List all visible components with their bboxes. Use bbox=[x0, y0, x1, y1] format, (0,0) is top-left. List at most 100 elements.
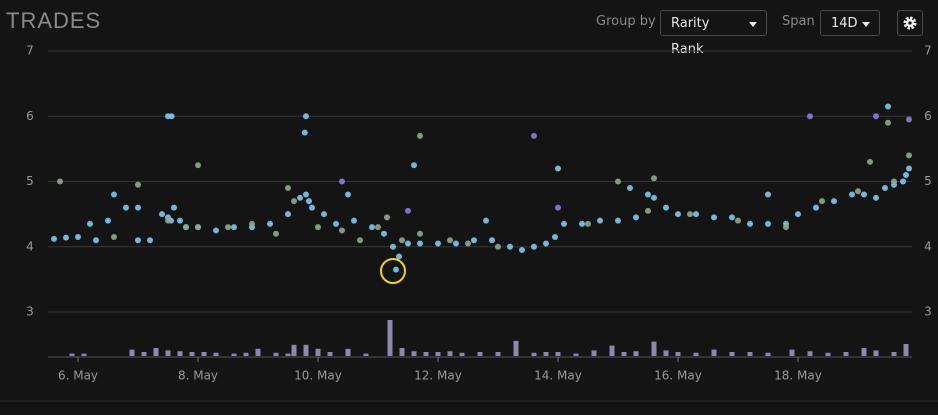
trade-point bbox=[231, 224, 237, 231]
trade-point bbox=[393, 266, 399, 273]
trade-point bbox=[495, 243, 501, 250]
group-by-dropdown[interactable]: Rarity Rank bbox=[660, 10, 767, 57]
trade-point bbox=[57, 178, 63, 185]
x-tick-label: 10. May bbox=[294, 369, 342, 383]
volume-bar bbox=[591, 350, 597, 356]
volume-bar bbox=[663, 350, 669, 356]
trade-point bbox=[351, 217, 357, 224]
x-tick-label: 6. May bbox=[58, 369, 98, 383]
volume-bar bbox=[447, 351, 453, 356]
trade-point bbox=[63, 234, 69, 241]
span-label: Span bbox=[782, 14, 815, 29]
volume-bar bbox=[153, 348, 159, 356]
trade-point bbox=[183, 224, 189, 231]
trade-point bbox=[651, 175, 657, 182]
volume-bar bbox=[315, 348, 321, 356]
volume-bar bbox=[399, 348, 405, 356]
volume-bar bbox=[303, 344, 309, 356]
y-tick-label-right: 3 bbox=[924, 305, 932, 319]
volume-bar bbox=[177, 351, 183, 356]
trade-point bbox=[861, 191, 867, 198]
trade-point bbox=[747, 220, 753, 227]
y-tick-label-right: 6 bbox=[924, 109, 932, 123]
highlight-circle bbox=[380, 258, 406, 284]
volume-bar bbox=[729, 352, 735, 356]
volume-bar bbox=[765, 352, 771, 356]
volume-bar bbox=[285, 353, 291, 356]
trade-point bbox=[882, 185, 888, 192]
trade-point bbox=[543, 240, 549, 247]
trade-point bbox=[195, 224, 201, 231]
trade-point bbox=[213, 227, 219, 234]
trade-point bbox=[849, 191, 855, 198]
trade-point bbox=[195, 162, 201, 169]
volume-bar bbox=[675, 352, 681, 356]
trade-point bbox=[885, 119, 891, 126]
trade-point bbox=[507, 243, 513, 250]
volume-bar bbox=[189, 352, 195, 356]
trade-point bbox=[309, 204, 315, 211]
volume-bar bbox=[213, 352, 219, 356]
y-tick-label: 7 bbox=[26, 44, 34, 58]
y-tick-label-right: 7 bbox=[924, 44, 932, 58]
trade-point bbox=[369, 224, 375, 231]
trade-point bbox=[906, 116, 912, 123]
trade-point bbox=[885, 103, 891, 110]
trade-point bbox=[651, 194, 657, 201]
trade-point bbox=[285, 185, 291, 192]
volume-bar bbox=[495, 352, 501, 356]
trade-point bbox=[357, 237, 363, 244]
trade-point bbox=[555, 204, 561, 211]
x-tick-label: 14. May bbox=[534, 369, 582, 383]
trade-point bbox=[375, 224, 381, 231]
trade-point bbox=[135, 237, 141, 244]
trade-point bbox=[585, 220, 591, 227]
trade-point bbox=[135, 204, 141, 211]
trade-point bbox=[906, 152, 912, 159]
volume-bar bbox=[165, 350, 171, 356]
trade-point bbox=[531, 243, 537, 250]
trade-point bbox=[390, 243, 396, 250]
trade-point bbox=[561, 220, 567, 227]
trade-point bbox=[813, 204, 819, 211]
volume-bar bbox=[477, 352, 483, 356]
y-tick-label-right: 4 bbox=[924, 239, 932, 253]
trade-point bbox=[411, 162, 417, 169]
volume-bar bbox=[747, 352, 753, 356]
volume-bar bbox=[513, 340, 519, 356]
trade-point bbox=[627, 185, 633, 192]
span-dropdown[interactable]: 14D bbox=[820, 10, 880, 36]
volume-bar bbox=[69, 353, 75, 356]
volume-bar bbox=[327, 352, 333, 356]
trade-point bbox=[225, 224, 231, 231]
trade-point bbox=[396, 253, 402, 260]
trade-point bbox=[135, 181, 141, 188]
trade-point bbox=[105, 217, 111, 224]
trade-point bbox=[303, 191, 309, 198]
volume-bar bbox=[711, 349, 717, 356]
settings-button[interactable] bbox=[897, 10, 923, 36]
trade-point bbox=[301, 129, 308, 136]
trade-point bbox=[291, 198, 297, 205]
x-tick-label: 16. May bbox=[654, 369, 702, 383]
trade-point bbox=[765, 220, 771, 227]
trade-point bbox=[306, 198, 312, 205]
trade-point bbox=[615, 178, 621, 185]
trade-point bbox=[819, 198, 825, 205]
trade-point bbox=[891, 178, 897, 185]
trade-point bbox=[333, 220, 339, 227]
volume-bar bbox=[903, 344, 909, 356]
trade-point bbox=[483, 217, 489, 224]
volume-bar bbox=[363, 353, 369, 356]
trade-point bbox=[267, 220, 273, 227]
trade-point bbox=[735, 217, 741, 224]
trade-point bbox=[693, 211, 699, 218]
trade-point bbox=[273, 230, 279, 237]
trade-point bbox=[552, 233, 558, 240]
trade-point bbox=[339, 227, 345, 234]
volume-bar bbox=[789, 349, 795, 356]
x-tick-label: 12. May bbox=[414, 369, 462, 383]
volume-bar bbox=[651, 341, 657, 356]
trade-point bbox=[321, 211, 327, 218]
